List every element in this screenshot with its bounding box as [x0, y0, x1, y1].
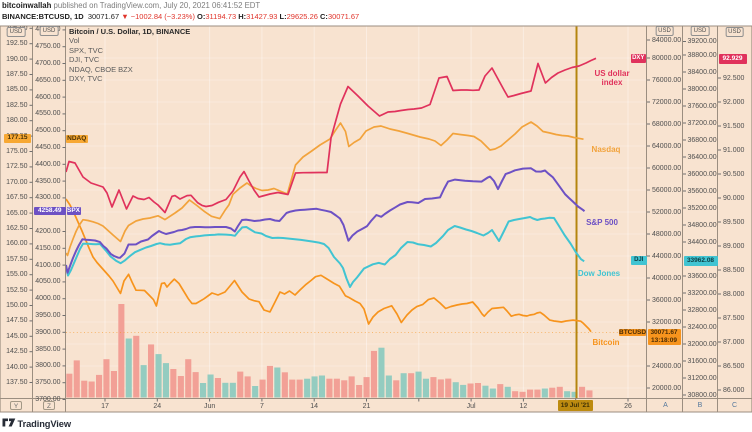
svg-text:TradingView: TradingView [18, 418, 72, 428]
